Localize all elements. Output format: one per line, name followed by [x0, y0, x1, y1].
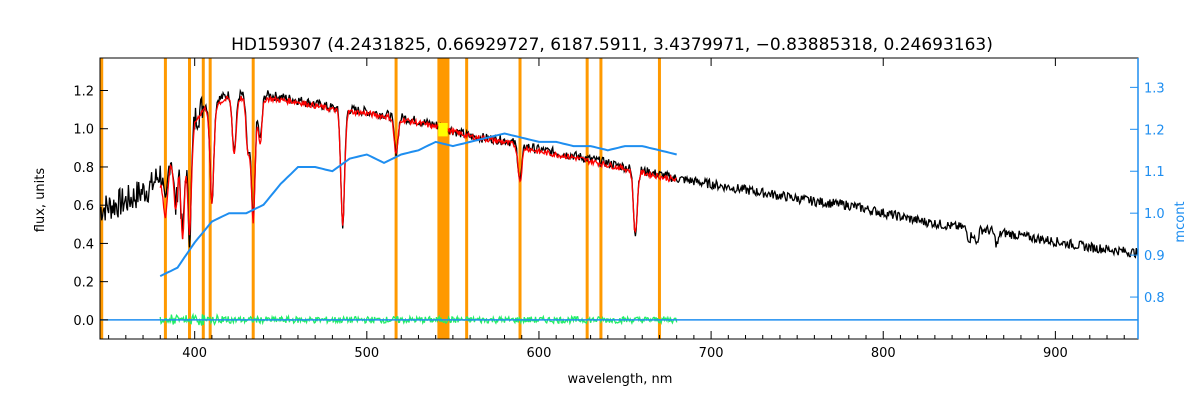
x-tick-label: 500 [354, 346, 379, 361]
y-tick-label: 0.4 [73, 237, 94, 252]
plot-frame [99, 57, 1139, 340]
y-tick-label: 1.0 [73, 123, 94, 138]
y-tick-label: 1.2 [73, 84, 94, 99]
y2-axis-label: mcont [1173, 201, 1188, 242]
x-tick-label: 400 [182, 346, 207, 361]
x-tick-label: 700 [699, 346, 724, 361]
y-tick-label: 0.0 [73, 314, 94, 329]
y2-tick-label: 0.8 [1144, 291, 1165, 306]
series-layer [99, 88, 1139, 326]
series-model-line [159, 95, 677, 240]
y-tick-label: 0.2 [73, 276, 94, 291]
y-tick-label: 0.8 [73, 161, 94, 176]
x-axis-label: wavelength, nm [568, 372, 673, 387]
highlight-mark [438, 122, 448, 137]
mask-layer [100, 58, 661, 339]
series-continuum-line [159, 132, 677, 277]
y-tick-label: 0.6 [73, 199, 94, 214]
y2-tick-label: 1.3 [1144, 81, 1165, 96]
x-tick-label: 800 [871, 346, 896, 361]
y2-tick-label: 1.1 [1144, 165, 1165, 180]
y2-tick-label: 1.0 [1144, 207, 1165, 222]
y2-tick-label: 0.9 [1144, 249, 1165, 264]
y-axis-label: flux, units [33, 168, 48, 233]
axes-layer: 400 500 600 700 800 900 0.0 0.2 0.4 0.6 0.8 1.0 1.2 0… [73, 57, 1165, 361]
x-tick-label: 900 [1043, 346, 1068, 361]
mask-band [437, 58, 450, 339]
y2-tick-label: 1.2 [1144, 123, 1165, 138]
x-tick-label: 600 [527, 346, 552, 361]
chart-title: HD159307 (4.2431825, 0.66929727, 6187.59… [231, 35, 993, 55]
